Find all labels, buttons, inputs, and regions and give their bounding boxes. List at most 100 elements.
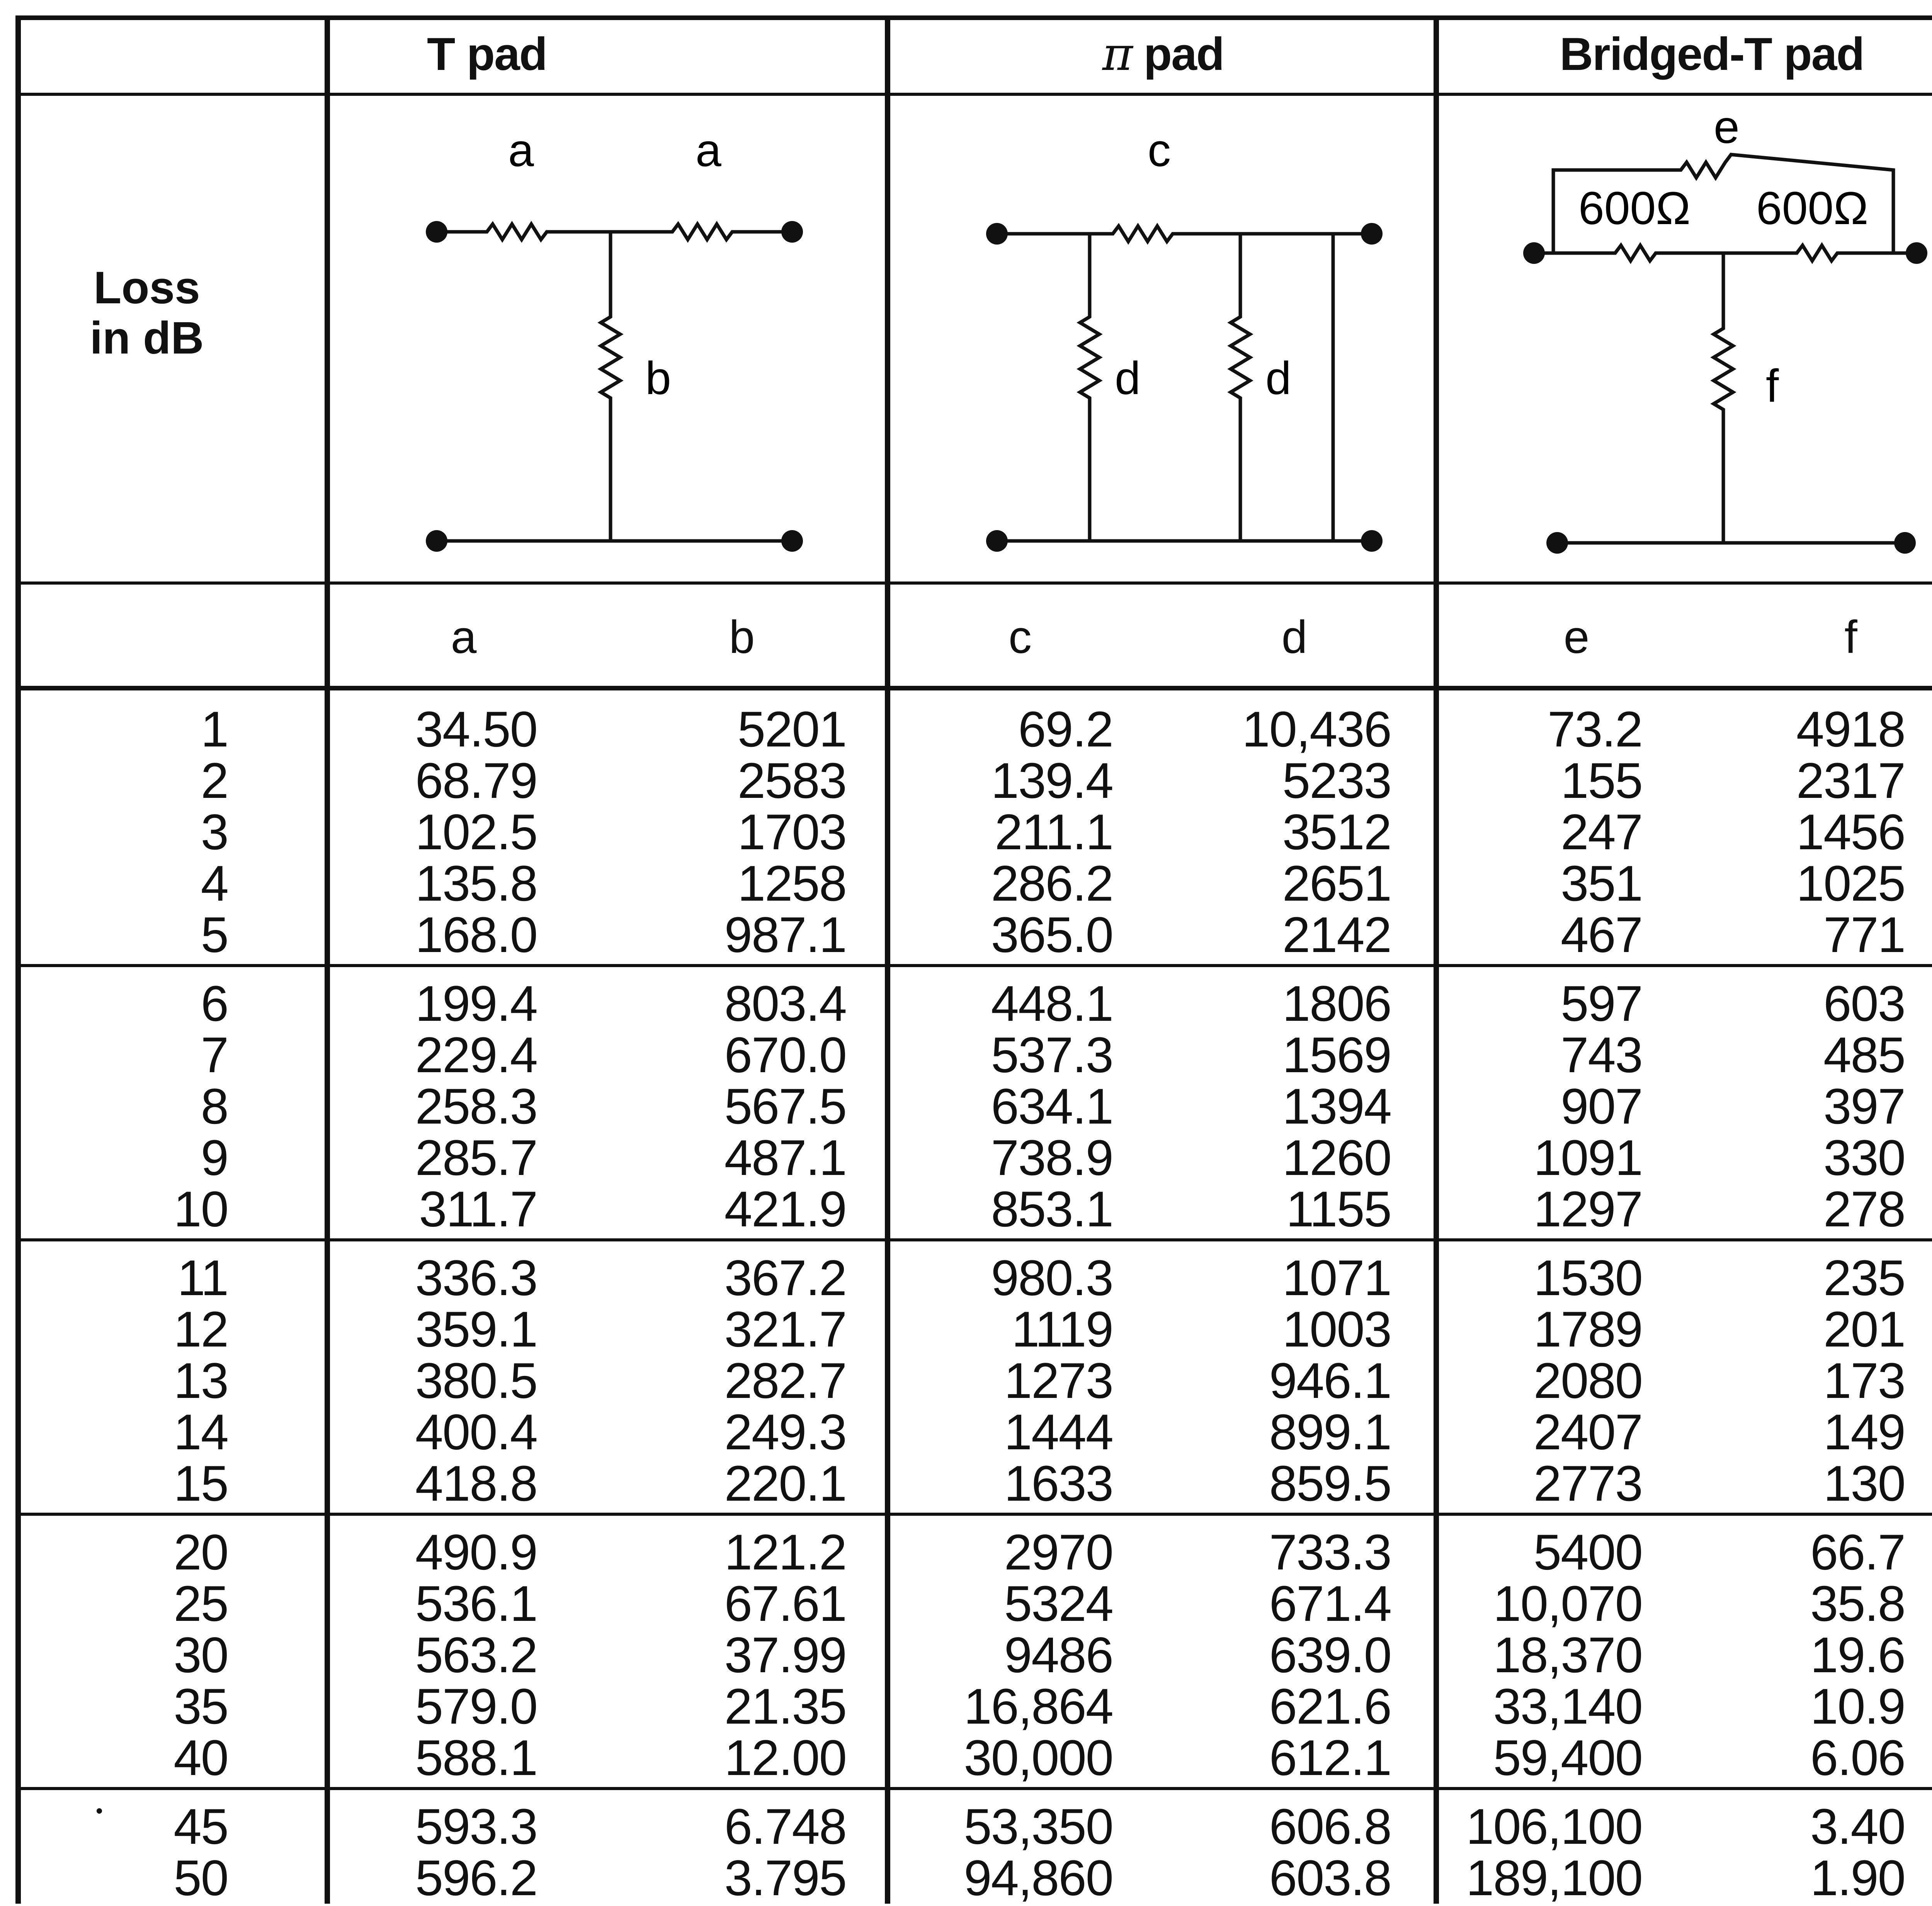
loss-value-cell: 4 xyxy=(201,855,229,911)
value-cell-b: 220.1 xyxy=(724,1455,847,1512)
value-cell-d: 946.1 xyxy=(1269,1352,1392,1409)
value-cell-d: 1260 xyxy=(1282,1129,1392,1186)
value-cell-a: 199.4 xyxy=(415,975,538,1032)
subheader-divider xyxy=(15,686,1932,690)
table-border-left xyxy=(15,15,21,1904)
value-cell-d: 5233 xyxy=(1282,752,1392,809)
value-cell-f: 35.8 xyxy=(1810,1575,1906,1632)
col-header-e: e xyxy=(1563,611,1590,663)
loss-label-line2: in dB xyxy=(90,313,204,364)
group-divider-2 xyxy=(15,1238,1932,1241)
value-cell-e: 10,070 xyxy=(1493,1575,1643,1632)
value-cell-a: 593.3 xyxy=(415,1798,538,1855)
group-divider-1 xyxy=(15,964,1932,967)
value-cell-d: 603.8 xyxy=(1269,1850,1392,1906)
print-speck xyxy=(97,1808,102,1814)
col-header-b: b xyxy=(729,611,755,663)
value-cell-d: 2651 xyxy=(1282,855,1392,911)
group-divider-3 xyxy=(15,1513,1932,1516)
loss-value-cell: 25 xyxy=(173,1575,229,1632)
t-pad-diagram: a a b xyxy=(426,124,803,552)
value-cell-b: 121.2 xyxy=(724,1524,847,1580)
bridged-t-schematic: e 600Ω 600Ω f xyxy=(1499,100,1932,566)
value-cell-d: 671.4 xyxy=(1269,1575,1392,1632)
value-cell-d: 1071 xyxy=(1282,1250,1392,1306)
loss-value-cell: 6 xyxy=(201,975,229,1032)
loss-value-cell: 12 xyxy=(173,1301,229,1357)
value-cell-c: 2970 xyxy=(1004,1524,1114,1580)
value-cell-e: 1530 xyxy=(1533,1250,1643,1306)
value-cell-a: 563.2 xyxy=(415,1627,538,1683)
value-cell-c: 365.0 xyxy=(991,906,1114,963)
bridged-label-e: e xyxy=(1714,101,1740,153)
value-cell-e: 1789 xyxy=(1533,1301,1643,1357)
value-cell-f: 19.6 xyxy=(1810,1627,1906,1683)
t-pad-schematic: a a b xyxy=(406,116,831,562)
value-cell-a: 229.4 xyxy=(415,1027,538,1083)
value-cell-b: 282.7 xyxy=(724,1352,847,1409)
value-cell-a: 285.7 xyxy=(415,1129,538,1186)
column-divider-pi xyxy=(885,15,890,1904)
value-cell-b: 2583 xyxy=(737,752,847,809)
value-cell-e: 189,100 xyxy=(1466,1850,1643,1906)
loss-value-cell: 11 xyxy=(177,1250,229,1306)
value-cell-f: 1025 xyxy=(1796,855,1906,911)
value-cell-f: 130 xyxy=(1823,1455,1906,1512)
value-cell-f: 603 xyxy=(1823,975,1906,1032)
value-cell-b: 421.9 xyxy=(724,1181,847,1237)
loss-value-cell: 14 xyxy=(173,1404,229,1460)
value-cell-f: 1.90 xyxy=(1810,1850,1906,1906)
value-cell-b: 567.5 xyxy=(724,1078,847,1134)
value-cell-e: 351 xyxy=(1561,855,1643,911)
bridged-t-diagram: e 600Ω 600Ω f xyxy=(1523,101,1927,554)
value-cell-c: 853.1 xyxy=(991,1181,1114,1237)
bridged-label-f: f xyxy=(1766,360,1779,412)
t-pad-label-b: b xyxy=(645,352,671,404)
value-cell-c: 634.1 xyxy=(991,1078,1114,1134)
value-cell-b: 3.795 xyxy=(724,1850,847,1906)
value-cell-f: 3.40 xyxy=(1810,1798,1906,1855)
loss-value-cell: 5 xyxy=(201,906,229,963)
value-cell-c: 69.2 xyxy=(1018,701,1114,757)
value-cell-e: 467 xyxy=(1561,906,1643,963)
value-cell-c: 30,000 xyxy=(964,1729,1114,1786)
value-cell-e: 2407 xyxy=(1533,1404,1643,1460)
value-cell-b: 670.0 xyxy=(724,1027,847,1083)
value-cell-f: 173 xyxy=(1823,1352,1906,1409)
value-cell-b: 6.748 xyxy=(724,1798,847,1855)
value-cell-b: 12.00 xyxy=(724,1729,847,1786)
loss-value-cell: 50 xyxy=(173,1850,229,1906)
pi-pad-label-d2: d xyxy=(1265,352,1291,404)
value-cell-d: 639.0 xyxy=(1269,1627,1392,1683)
value-cell-d: 859.5 xyxy=(1269,1455,1392,1512)
loss-value-cell: 10 xyxy=(173,1181,229,1237)
pi-symbol: π xyxy=(1102,27,1133,81)
value-cell-b: 67.61 xyxy=(724,1575,847,1632)
loss-value-cell: 35 xyxy=(173,1678,229,1734)
table-border-top xyxy=(15,15,1932,20)
value-cell-e: 33,140 xyxy=(1493,1678,1643,1734)
value-cell-d: 2142 xyxy=(1282,906,1392,963)
value-cell-e: 5400 xyxy=(1533,1524,1643,1580)
value-cell-e: 743 xyxy=(1561,1027,1643,1083)
value-cell-d: 1155 xyxy=(1286,1181,1392,1237)
value-cell-a: 359.1 xyxy=(415,1301,538,1357)
value-cell-a: 336.3 xyxy=(415,1250,538,1306)
loss-value-cell: 45 xyxy=(173,1798,229,1855)
value-cell-a: 168.0 xyxy=(415,906,538,963)
value-cell-f: 4918 xyxy=(1796,701,1906,757)
value-cell-a: 490.9 xyxy=(415,1524,538,1580)
header-pi-pad: π pad xyxy=(893,15,1434,93)
value-cell-d: 1569 xyxy=(1282,1027,1392,1083)
value-cell-c: 1119 xyxy=(1012,1301,1114,1357)
value-cell-f: 66.7 xyxy=(1810,1524,1906,1580)
column-divider-t xyxy=(325,15,330,1904)
value-cell-c: 94,860 xyxy=(964,1850,1114,1906)
value-cell-a: 311.7 xyxy=(419,1181,538,1237)
value-cell-b: 487.1 xyxy=(724,1129,847,1186)
loss-value-cell: 3 xyxy=(201,804,229,860)
loss-value-cell: 15 xyxy=(173,1455,229,1512)
value-cell-d: 606.8 xyxy=(1269,1798,1392,1855)
header-pi-label: pad xyxy=(1143,28,1225,80)
value-cell-e: 597 xyxy=(1561,975,1643,1032)
